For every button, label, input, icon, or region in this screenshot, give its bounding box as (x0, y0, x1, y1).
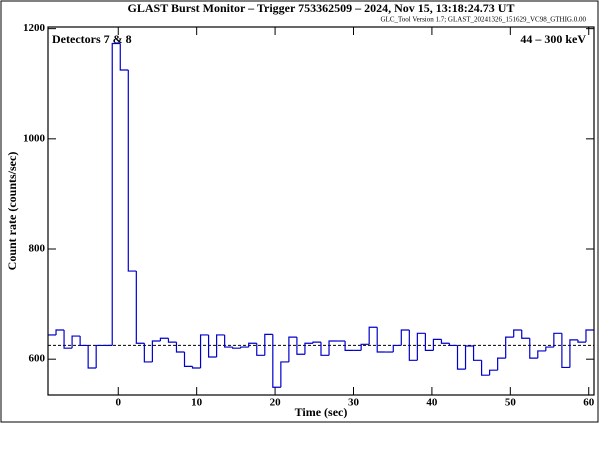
x-tick-label: 0 (116, 397, 122, 409)
histogram-step (456, 345, 466, 370)
histogram-step (127, 69, 137, 272)
plot-frame (47, 26, 595, 396)
histogram-step (489, 369, 498, 376)
histogram-step (344, 341, 354, 351)
histogram-step (199, 334, 209, 369)
histogram-step (216, 334, 225, 357)
histogram-step (408, 329, 418, 361)
x-tick-label: 10 (191, 397, 203, 409)
histogram-step (505, 336, 514, 359)
histogram-step (264, 333, 273, 356)
histogram-step (71, 335, 81, 349)
histogram-step (577, 339, 586, 343)
histogram-step (368, 326, 378, 345)
y-axis-label: Count rate (counts/sec) (5, 152, 19, 271)
histogram-step (159, 337, 169, 342)
y-tick-label: 800 (29, 243, 46, 255)
histogram-step (151, 340, 161, 362)
histogram-step (424, 333, 434, 351)
histogram-step (240, 346, 249, 349)
histogram-step (497, 357, 506, 371)
histogram-step (111, 42, 121, 346)
x-tick-label: 40 (426, 397, 438, 409)
histogram-step (191, 366, 201, 369)
histogram-step (280, 361, 289, 388)
chart-subtitle: GLC_Tool Version 1.7; GLAST_20241326_151… (381, 16, 587, 24)
histogram-step (304, 342, 313, 355)
histogram-step (320, 342, 330, 356)
histogram-step (224, 334, 233, 348)
x-tick-label: 20 (270, 397, 282, 409)
x-axis-label: Time (sec) (295, 405, 348, 419)
histogram-step (272, 334, 281, 388)
histogram-step (328, 340, 338, 356)
histogram-step (248, 342, 257, 348)
histogram-step (296, 337, 305, 355)
histogram-step (521, 329, 530, 339)
x-tick-label: 60 (583, 397, 595, 409)
histogram-step (87, 345, 97, 369)
histogram-step (480, 360, 490, 376)
histogram-step (440, 339, 450, 344)
x-tick-label: 30 (348, 397, 360, 409)
chart-title: GLAST Burst Monitor – Trigger 753362509 … (128, 1, 515, 15)
histogram-step (256, 343, 265, 356)
histogram-step (143, 343, 153, 363)
histogram-step (585, 329, 594, 343)
y-tick-label: 600 (29, 353, 46, 365)
histogram-step (545, 346, 554, 351)
histogram-step (561, 333, 570, 369)
histogram-step (400, 329, 410, 346)
histogram-step (288, 336, 297, 362)
histogram-step (416, 332, 426, 361)
histogram-step (537, 350, 546, 359)
histogram-step (472, 345, 482, 361)
histogram-step (360, 343, 370, 351)
histogram-step (464, 345, 474, 370)
y-tick-label: 1000 (23, 132, 46, 144)
energy-annotation: 44 – 300 keV (520, 32, 586, 46)
histogram-step (569, 339, 578, 368)
histogram-step (183, 352, 193, 367)
histogram-step (175, 342, 185, 353)
histogram-step (232, 347, 241, 349)
y-tick-label: 1200 (23, 22, 46, 34)
histogram-step (392, 344, 402, 353)
x-tick-label: 50 (505, 397, 517, 409)
histogram-step (513, 329, 522, 338)
histogram-step (167, 338, 177, 343)
histogram-step (376, 327, 386, 353)
histogram-step (79, 336, 89, 347)
histogram-step (55, 329, 65, 335)
histogram-step (312, 341, 321, 344)
histogram-step (119, 43, 129, 71)
histogram-step (432, 338, 442, 351)
histogram-step (448, 343, 458, 347)
histogram-step (553, 332, 562, 348)
histogram-step (529, 338, 538, 359)
histogram-step (135, 271, 145, 344)
outer-frame (0, 0, 599, 423)
histogram-step (95, 344, 105, 369)
histogram-step (63, 329, 73, 349)
detector-annotation: Detectors 7 & 8 (52, 32, 132, 46)
histogram-step (207, 334, 217, 358)
